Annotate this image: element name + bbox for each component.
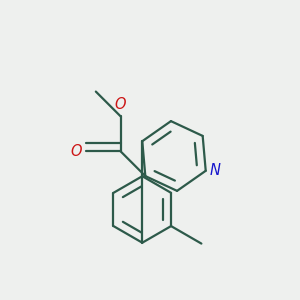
Text: O: O	[115, 97, 126, 112]
Text: O: O	[70, 144, 82, 159]
Text: N: N	[210, 163, 221, 178]
